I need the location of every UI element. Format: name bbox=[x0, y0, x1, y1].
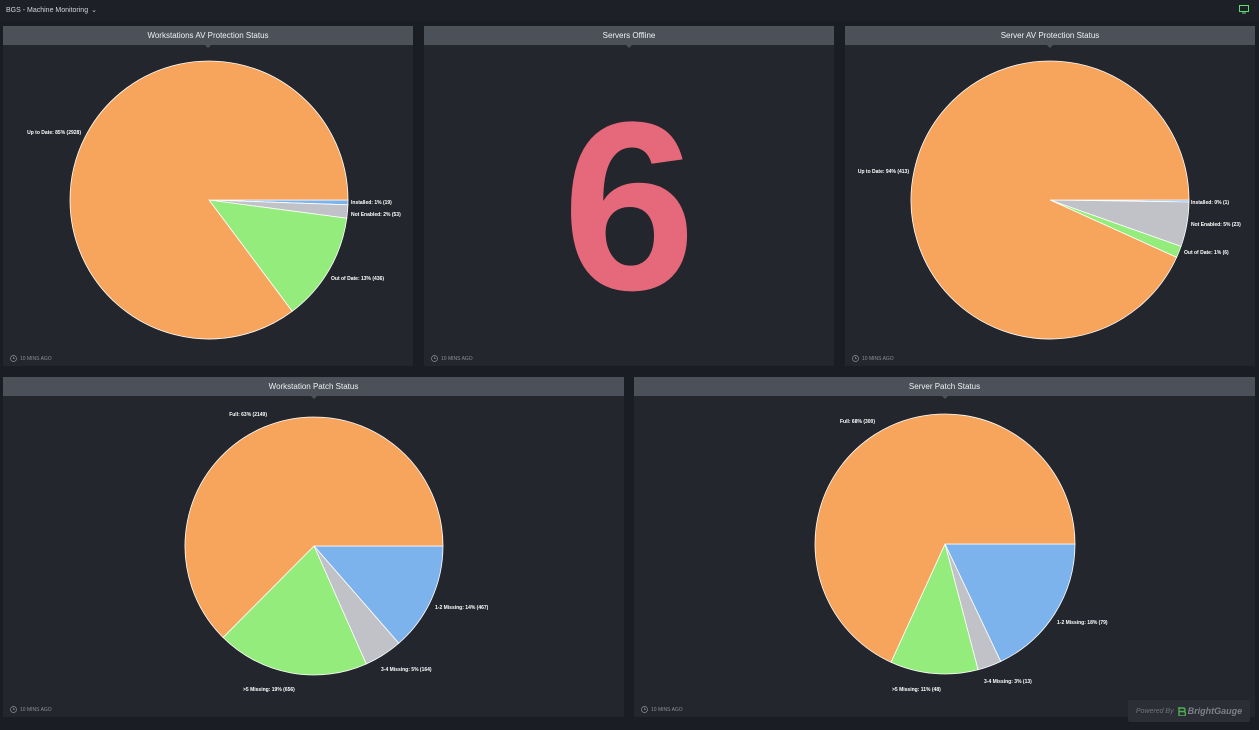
pie-slice[interactable] bbox=[910, 60, 1190, 340]
widget-server-patch: Server Patch Status 1-2 Missing: 18% (79… bbox=[634, 377, 1255, 717]
last-updated: 10 MINS AGO bbox=[441, 355, 473, 362]
pie-chart: Installed: 0% (1) Not Enabled: 5% (23) Out… bbox=[858, 60, 1241, 340]
pie-slice[interactable] bbox=[184, 416, 444, 639]
pie-slice[interactable] bbox=[69, 60, 349, 340]
widget-servers-offline: Servers Offline 6 10 MINS AGO bbox=[424, 26, 834, 366]
dashboard-title[interactable]: BGS - Machine Monitoring bbox=[6, 7, 89, 14]
widget-workstations-av: Workstations AV Protection Status Instal… bbox=[3, 26, 413, 366]
powered-by-label: Powered By bbox=[1135, 707, 1174, 715]
pie-slice-label: Installed: 0% (1) bbox=[1191, 200, 1229, 206]
pie-slice[interactable] bbox=[208, 199, 348, 312]
caret-icon bbox=[941, 396, 948, 399]
widget-header[interactable]: Server Patch Status bbox=[634, 377, 1255, 399]
pie-slice[interactable] bbox=[944, 543, 1076, 663]
last-updated: 10 MINS AGO bbox=[651, 706, 683, 713]
pie-slice[interactable] bbox=[313, 545, 444, 644]
clock-icon bbox=[10, 706, 17, 713]
widget-workstation-patch: Workstation Patch Status 1-2 Missing: 14… bbox=[3, 377, 624, 717]
pie-slice-label: 3-4 Missing: 3% (13) bbox=[984, 679, 1032, 685]
widget-title: Server AV Protection Status bbox=[1000, 31, 1100, 40]
powered-by-badge[interactable]: Powered By BrightGauge bbox=[1128, 700, 1250, 722]
brightgauge-logo-icon bbox=[1177, 706, 1186, 716]
pie-slice[interactable] bbox=[222, 545, 367, 676]
clock-icon bbox=[852, 355, 859, 362]
servers-offline-value: 6 bbox=[562, 72, 696, 340]
pie-slice-label: Up to Date: 94% (413) bbox=[858, 169, 909, 175]
pie-chart: Installed: 1% (19) Not Enabled: 2% (53) Ou… bbox=[27, 60, 401, 340]
pie-slice-label: Full: 68% (300) bbox=[840, 419, 875, 425]
pie-slice-label: Not Enabled: 2% (53) bbox=[351, 212, 401, 218]
pie-slice-label: 1-2 Missing: 14% (467) bbox=[435, 605, 489, 611]
widget-header[interactable]: Workstation Patch Status bbox=[3, 377, 624, 399]
last-updated: 10 MINS AGO bbox=[862, 355, 894, 362]
last-updated: 10 MINS AGO bbox=[20, 355, 52, 362]
widget-header[interactable]: Workstations AV Protection Status bbox=[3, 26, 413, 48]
pie-slice-label: >5 Missing: 11% (48) bbox=[892, 687, 941, 693]
clock-icon bbox=[641, 706, 648, 713]
caret-icon bbox=[205, 45, 211, 48]
pie-slice-label: Not Enabled: 5% (23) bbox=[1191, 222, 1241, 228]
pie-chart: 1-2 Missing: 14% (467) 3-4 Missing: 5% (1… bbox=[184, 412, 489, 693]
last-updated: 10 MINS AGO bbox=[20, 706, 52, 713]
widget-footer: 10 MINS AGO bbox=[10, 355, 52, 362]
widget-title: Workstation Patch Status bbox=[268, 382, 359, 391]
clock-icon bbox=[10, 355, 17, 362]
caret-icon bbox=[1047, 45, 1053, 48]
widget-title: Workstations AV Protection Status bbox=[147, 31, 269, 40]
chevron-down-icon[interactable]: ⌄ bbox=[91, 6, 97, 14]
dashboard-header: BGS - Machine Monitoring ⌄ bbox=[0, 0, 1259, 21]
pie-slice-label: Up to Date: 85% (2928) bbox=[27, 130, 81, 136]
monitor-icon[interactable] bbox=[1239, 5, 1249, 14]
pie-chart: 1-2 Missing: 18% (79) 3-4 Missing: 3% (13… bbox=[814, 413, 1108, 693]
clock-icon bbox=[431, 355, 438, 362]
widget-footer: 10 MINS AGO bbox=[852, 355, 894, 362]
pie-slice-label: Full: 63% (2149) bbox=[229, 412, 267, 418]
widget-footer: 10 MINS AGO bbox=[431, 355, 473, 362]
widget-header[interactable]: Servers Offline bbox=[424, 26, 834, 48]
widget-footer: 10 MINS AGO bbox=[641, 706, 683, 713]
widget-server-av: Server AV Protection Status Installed: 0… bbox=[845, 26, 1255, 366]
pie-slice-label: Installed: 1% (19) bbox=[351, 200, 392, 206]
pie-slice-label: >5 Missing: 19% (656) bbox=[243, 687, 295, 693]
brand-name: BrightGauge bbox=[1187, 706, 1243, 716]
widget-header[interactable]: Server AV Protection Status bbox=[845, 26, 1255, 48]
pie-slice-label: 3-4 Missing: 5% (164) bbox=[381, 667, 432, 673]
caret-icon bbox=[626, 45, 632, 48]
pie-slice[interactable] bbox=[890, 542, 979, 675]
widget-footer: 10 MINS AGO bbox=[10, 706, 52, 713]
caret-icon bbox=[310, 396, 317, 399]
widget-title: Servers Offline bbox=[602, 31, 656, 40]
pie-slice-label: Out of Date: 1% (6) bbox=[1184, 250, 1229, 256]
widget-title: Server Patch Status bbox=[908, 382, 981, 391]
pie-slice[interactable] bbox=[814, 413, 1076, 663]
pie-slice-label: 1-2 Missing: 18% (79) bbox=[1057, 620, 1108, 626]
pie-slice-label: Out of Date: 13% (436) bbox=[331, 276, 384, 282]
